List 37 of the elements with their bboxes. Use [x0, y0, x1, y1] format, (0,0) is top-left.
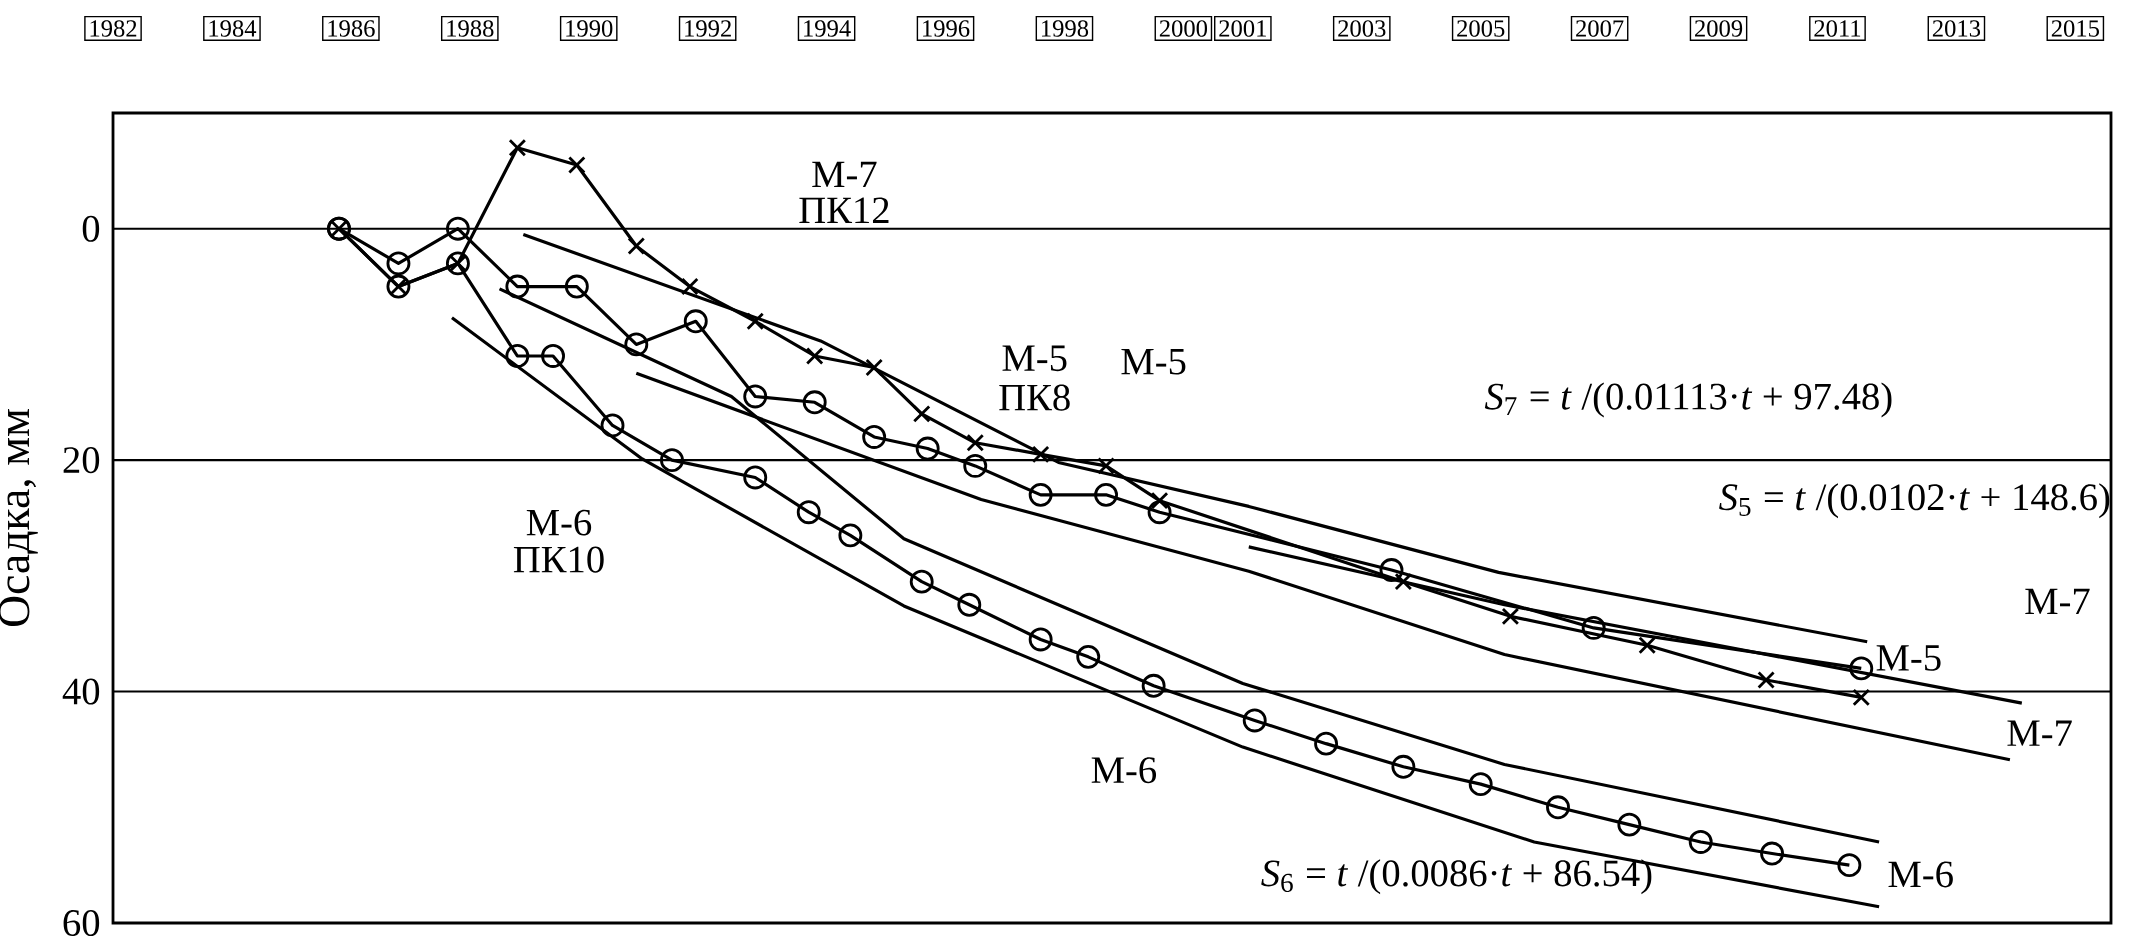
annotation: М-7 — [812, 161, 877, 187]
annotation: ПК10 — [513, 546, 604, 573]
x-tick-label: 1984 — [209, 20, 257, 37]
y-tick-label: 0 — [82, 215, 100, 242]
annotation: М-6 — [1888, 861, 1953, 888]
x-tick-label: 2015 — [2051, 20, 2099, 37]
y-tick-label: 40 — [62, 678, 100, 705]
x-tick-label: 2009 — [1695, 20, 1743, 37]
x-tick-label: 1998 — [1041, 20, 1089, 37]
annotation: S$_{7}$ = t /(0.01113·t + 97.48) — [1484, 382, 1892, 418]
x-tick-label: 2000 — [1159, 20, 1208, 37]
x-tick-label: 2011 — [1814, 20, 1861, 37]
x-tick-label: 1994 — [804, 20, 851, 37]
annotation: ПК12 — [799, 197, 889, 223]
annotation: М-6 — [526, 509, 592, 536]
x-tick-label: 1982 — [90, 20, 137, 37]
annotation: М-6 — [1091, 757, 1157, 784]
annotation: S$_{6}$ = t /(0.0086·t + 86.54) — [1261, 859, 1652, 895]
annotation: М-7 — [2025, 588, 2090, 614]
x-tick-label: 1988 — [447, 20, 494, 37]
annotation: М-5 — [1002, 345, 1067, 372]
x-tick-label: 2005 — [1457, 20, 1505, 37]
x-tick-label: 1986 — [328, 20, 375, 37]
x-tick-label: 2001 — [1219, 20, 1266, 37]
annotation: М-7 — [2007, 720, 2072, 746]
annotation: ПК8 — [999, 384, 1070, 411]
x-tick-label: 2003 — [1338, 20, 1386, 37]
x-tick-label: 2013 — [1932, 20, 1981, 37]
annotation: М-5 — [1121, 348, 1186, 375]
annotation: S$_{5}$ = t /(0.0102·t + 148.6) — [1719, 483, 2110, 519]
x-tick-label: 2007 — [1576, 20, 1624, 37]
x-tick-label: 1996 — [923, 20, 970, 37]
annotation: М-5 — [1876, 645, 1941, 671]
y-tick-label: 60 — [63, 909, 100, 937]
y-tick-label: 20 — [63, 447, 100, 474]
x-tick-label: 1992 — [685, 20, 731, 37]
x-tick-label: 1990 — [566, 20, 613, 37]
